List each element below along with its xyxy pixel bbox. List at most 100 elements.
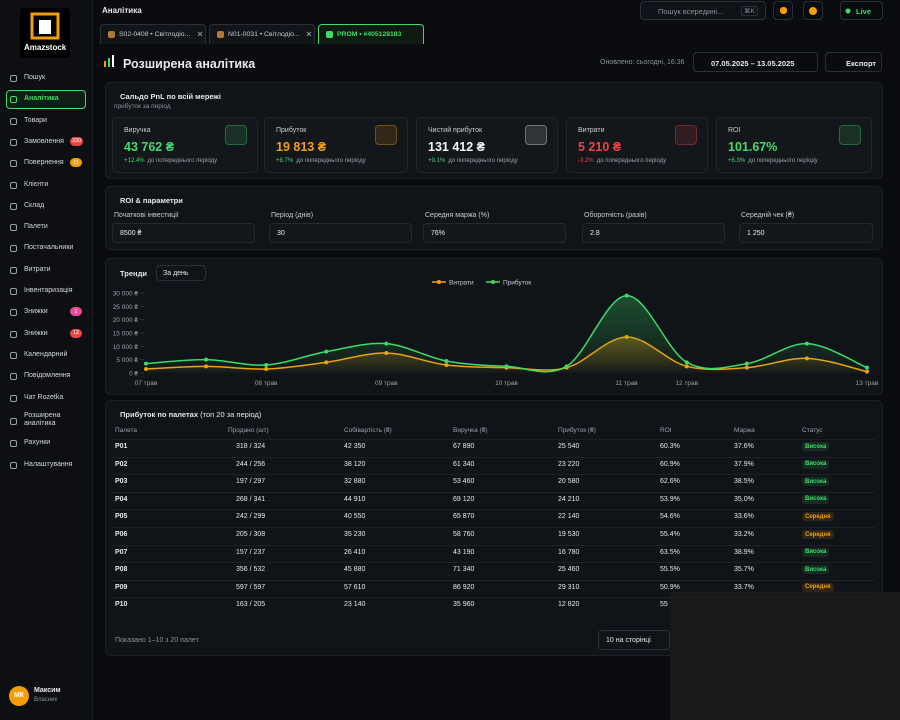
nav-item[interactable]: Налаштування [0, 459, 93, 472]
nav-item[interactable]: Пошук [0, 72, 93, 85]
field-label: Середній чек (₴) [741, 212, 795, 219]
nav-icon [10, 117, 17, 125]
line [145, 294, 868, 373]
kpi-icon [225, 125, 247, 145]
tab-close[interactable] [306, 29, 312, 39]
nav-item[interactable]: Клієнти [0, 179, 93, 192]
nav-item[interactable]: Інвентаризація [0, 285, 93, 298]
field-input[interactable]: 2.8 [582, 223, 725, 243]
x-tick-label: 13 трав [856, 380, 879, 387]
x-tick-label: 09 трав [375, 380, 398, 387]
tab[interactable]: S02-0408 • Світлодіо... [100, 24, 206, 44]
nav-icon [10, 309, 17, 317]
theme-button[interactable] [803, 1, 823, 20]
nav-label: Повернення [24, 159, 64, 167]
table-cell: 12 820 [558, 601, 580, 609]
tab[interactable]: N01-0031 • Світлодіо... [209, 24, 315, 44]
table-cell: 37.9% [734, 460, 754, 468]
status-badge: Середня [802, 512, 834, 522]
avatar: МК [9, 686, 29, 706]
kpi-card: Витрати 5 210 ₴ -3.2% до попереднього періо… [566, 117, 708, 173]
nav-icon [10, 75, 17, 82]
status-badge: Висока [802, 459, 830, 469]
tab-icon [326, 31, 333, 38]
nav-label: Інвентаризація [24, 287, 73, 294]
legend-label: Прибуток [503, 279, 531, 287]
nav-item[interactable]: Товари [0, 115, 93, 128]
period-select[interactable]: За день [156, 265, 206, 281]
table-cell: 163 / 205 [236, 601, 266, 609]
x-tick-label: 07 трав [135, 380, 158, 387]
nav-item[interactable]: Повідомлення [0, 370, 93, 383]
status-badge: Висока [802, 547, 830, 557]
trends-title: Тренди [120, 269, 147, 278]
bell-icon [780, 7, 787, 14]
nav-item[interactable]: Знижки 12 [0, 328, 93, 341]
tab[interactable]: PROM • #405128183 [318, 24, 424, 44]
table-cell: P09 [115, 583, 128, 591]
field-input[interactable]: 30 [269, 223, 412, 243]
table-cell: 53.9% [660, 495, 680, 503]
x-tick-label: 11 трав [616, 380, 639, 387]
point [324, 349, 329, 354]
kpi-icon [525, 125, 547, 145]
nav-icon [10, 418, 17, 425]
nav-label: Витрати [24, 265, 51, 273]
nav-icon [10, 288, 17, 295]
tab-icon [217, 31, 224, 38]
nav-label: Знижки [24, 308, 48, 316]
nav-icon [10, 245, 17, 253]
field-input[interactable]: 8500 ₴ [112, 223, 255, 243]
nav-item[interactable]: Знижки 2 [0, 306, 93, 319]
per-page-select[interactable]: 10 на сторінці [598, 630, 670, 650]
nav-item[interactable]: Склад [0, 200, 93, 213]
status-badge: Висока [802, 565, 830, 575]
nav-label: Рахунки [24, 439, 51, 446]
y-tick-label: 15 000 ₴ [113, 331, 139, 338]
nav-item[interactable]: Чат Rozetka [0, 392, 93, 405]
nav-icon [10, 373, 17, 381]
date-range[interactable]: 07.05.2025 – 13.05.2025 [693, 52, 818, 72]
table-cell: 597 / 597 [236, 583, 266, 591]
nav-item[interactable]: Розширена аналітика [0, 412, 93, 428]
table-cell: 16 780 [558, 548, 580, 556]
nav-item[interactable]: Постачальники [0, 242, 93, 255]
column-header: Виручка (₴) [453, 427, 488, 434]
table-cell: 25 540 [558, 443, 580, 450]
nav-icon [10, 202, 17, 210]
field-input[interactable]: 76% [423, 223, 566, 243]
row-divider [110, 509, 875, 511]
tab-label: S02-0408 • Світлодіо... [119, 31, 191, 38]
nav-item[interactable]: Календарний [0, 349, 93, 362]
column-header: Палета [115, 427, 137, 434]
nav-item[interactable]: Повернення 11 [0, 157, 93, 170]
nav-icon [10, 351, 17, 359]
nav-item[interactable]: Витрати [0, 264, 93, 277]
nav-badge: 12 [70, 328, 82, 338]
tab-close[interactable] [197, 29, 203, 39]
nav-icon [10, 181, 17, 189]
kpi-icon [375, 125, 397, 145]
kpi-change: +9.1% до попереднього періоду [428, 158, 518, 164]
table-cell: 54.6% [660, 513, 680, 521]
export-button[interactable]: Експорт [825, 52, 882, 72]
bell-button[interactable] [773, 1, 793, 20]
point [444, 359, 449, 363]
nav-label: Календарний [24, 350, 68, 358]
live-button[interactable]: Live [840, 1, 883, 20]
kpi-icon [675, 125, 697, 145]
nav-item[interactable]: Палети [0, 221, 93, 234]
nav-item[interactable]: Рахунки [0, 437, 93, 450]
table-cell: 33.6% [734, 513, 754, 521]
point [384, 341, 389, 346]
search-box[interactable]: Пошук всередині... ⌘K [640, 1, 766, 20]
table-cell: 32 880 [344, 478, 366, 486]
row-divider [110, 562, 875, 564]
kpi-note: до попереднього періоду [296, 158, 366, 164]
roi-title: ROI & параметри [120, 196, 183, 205]
field-input[interactable]: 1 250 [739, 223, 873, 243]
nav-item[interactable]: Аналітика [0, 93, 93, 106]
nav-item[interactable]: Замовлення 330 [0, 136, 93, 149]
table-cell: 62.6% [660, 478, 680, 486]
